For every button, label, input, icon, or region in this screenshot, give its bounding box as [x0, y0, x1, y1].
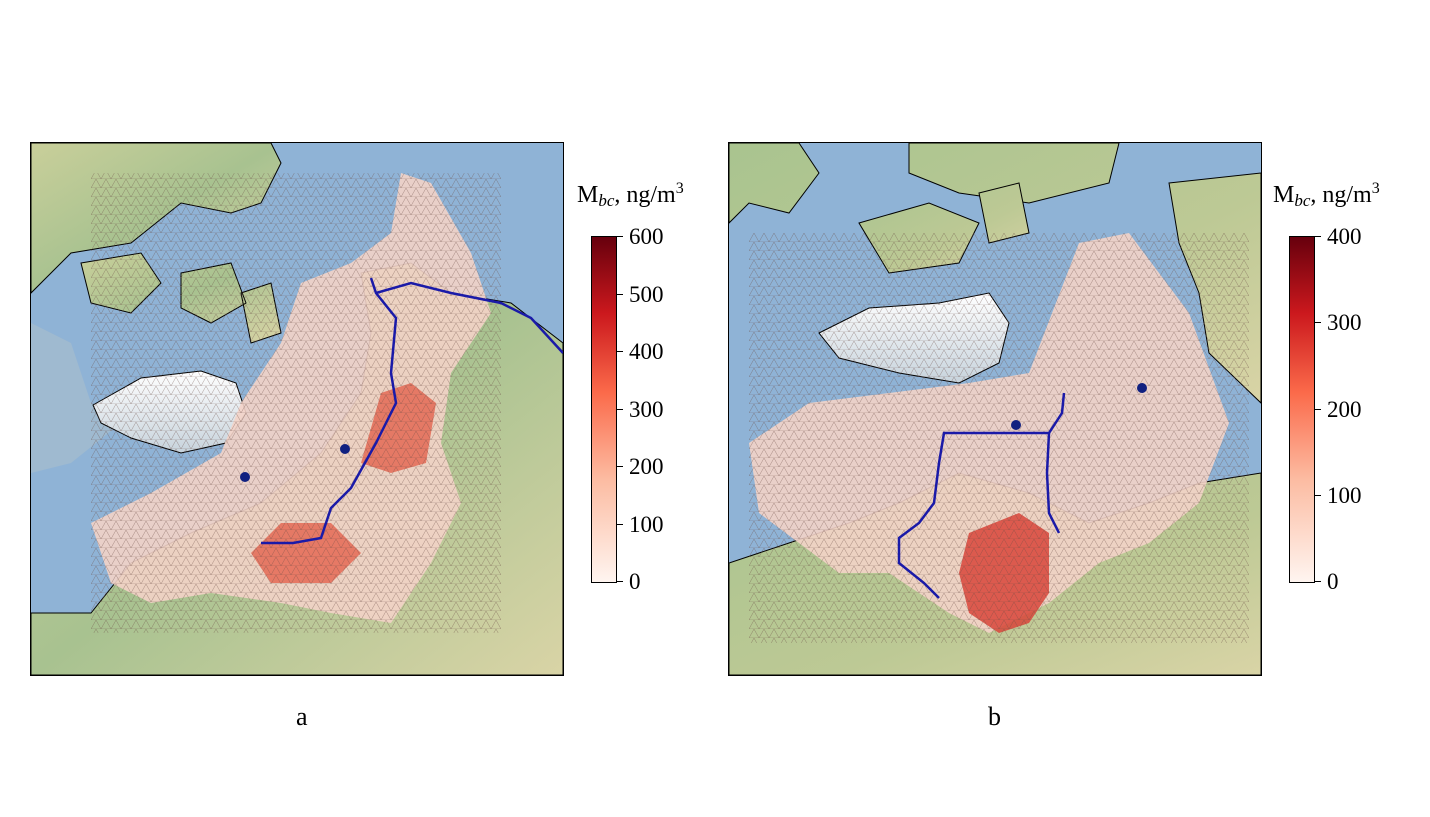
map-svg-a [31, 143, 563, 675]
station-marker-a1 [340, 444, 350, 454]
grid-b [749, 233, 1249, 643]
colorbar-b [1289, 236, 1315, 583]
colorbar-tick-mark [617, 293, 623, 295]
colorbar-tick-label: 600 [629, 224, 664, 249]
ship-track-b [897, 392, 1066, 599]
colorbar-tick-mark [617, 523, 623, 525]
colorbar-tick-mark [1315, 322, 1321, 324]
colorbar-tick-mark [1315, 236, 1321, 237]
colorbar-a [591, 236, 617, 583]
panel-label-b: b [988, 702, 1001, 731]
map-panel-a [30, 142, 564, 676]
colorbar-tick-label: 200 [1327, 396, 1362, 422]
colorbar-tick-mark [1315, 494, 1321, 496]
colorbar-tick-mark [617, 408, 623, 410]
colorbar-title-b: Mbc, ng/m3 [1273, 180, 1380, 210]
colorbar-tick-mark [617, 351, 623, 352]
colorbar-tick-label: 0 [629, 569, 641, 594]
colorbar-tick-label: 0 [1327, 569, 1339, 594]
station-marker-b1 [1011, 420, 1021, 430]
colorbar-tick-mark [617, 466, 623, 467]
map-svg-b [729, 143, 1261, 675]
colorbar-tick-label: 500 [629, 281, 664, 307]
station-marker-a2 [240, 472, 250, 482]
grid-a [91, 173, 501, 633]
station-marker-b2 [1137, 383, 1147, 393]
colorbar-tick-label: 400 [1327, 224, 1362, 249]
colorbar-tick-mark [617, 236, 623, 237]
ship-track-a-east [375, 281, 563, 354]
colorbar-tick-label: 400 [629, 339, 664, 364]
colorbar-tick-label: 300 [1327, 310, 1362, 336]
colorbar-tick-label: 200 [629, 454, 664, 479]
panel-label-a: a [296, 702, 308, 731]
colorbar-tick-mark [1315, 408, 1321, 410]
colorbar-tick-label: 100 [629, 511, 664, 537]
ship-track-b-north [1045, 432, 1061, 534]
map-panel-b [728, 142, 1262, 676]
colorbar-tick-mark [617, 581, 623, 582]
colorbar-title-a: Mbc, ng/m3 [577, 180, 684, 210]
colorbar-tick-mark [1315, 581, 1321, 582]
ship-track-a [261, 277, 398, 545]
colorbar-tick-label: 300 [629, 396, 664, 422]
colorbar-tick-label: 100 [1327, 482, 1362, 508]
